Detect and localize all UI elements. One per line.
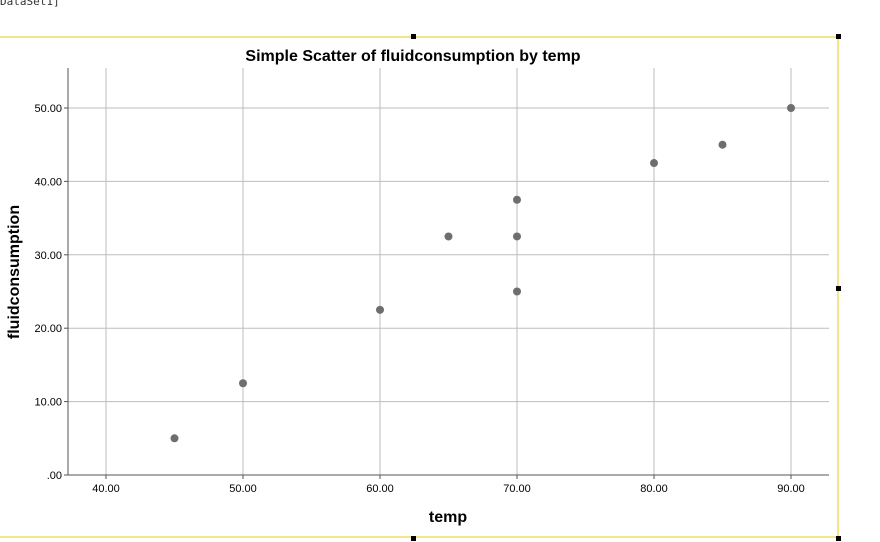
y-tick-label: 50.00 bbox=[34, 103, 62, 115]
resize-handle-right[interactable] bbox=[836, 286, 841, 291]
x-tick-label: 90.00 bbox=[777, 483, 805, 495]
x-tick-label: 50.00 bbox=[229, 483, 257, 495]
resize-handle-top[interactable] bbox=[411, 34, 416, 39]
y-tick-label: 20.00 bbox=[34, 323, 62, 335]
data-point-2 bbox=[239, 379, 247, 388]
tick-labels: 40.00 50.00 60.00 70.00 80.00 90.00 .00 10.00 20… bbox=[34, 103, 804, 495]
data-point-9 bbox=[718, 140, 727, 149]
data-point-7 bbox=[513, 287, 521, 296]
data-point-1 bbox=[170, 434, 179, 443]
y-tick-label: 10.00 bbox=[34, 397, 62, 409]
y-axis-title: fluidconsumption bbox=[6, 205, 23, 339]
grid-layer bbox=[68, 68, 829, 475]
data-point-6 bbox=[513, 232, 521, 241]
data-point-8 bbox=[650, 159, 658, 168]
axis-layer bbox=[67, 68, 829, 476]
x-axis-title: temp bbox=[429, 509, 467, 526]
resize-handle-bottom[interactable] bbox=[411, 536, 416, 541]
data-point-5 bbox=[513, 195, 521, 204]
x-tick-label: 70.00 bbox=[503, 483, 531, 495]
resize-handle-bottom-right[interactable] bbox=[836, 536, 841, 541]
y-tick-label: .00 bbox=[47, 470, 62, 482]
data-points bbox=[170, 104, 795, 443]
dataset-label: DataSet1] bbox=[0, 0, 60, 8]
x-tick-label: 60.00 bbox=[366, 483, 394, 495]
data-point-4 bbox=[444, 232, 453, 241]
x-tick-label: 40.00 bbox=[92, 483, 120, 495]
chart-title: Simple Scatter of fluidconsumption by te… bbox=[245, 48, 580, 65]
x-tick-label: 80.00 bbox=[640, 483, 668, 495]
data-point-3 bbox=[376, 305, 384, 314]
data-point-10 bbox=[787, 104, 795, 112]
resize-handle-top-right[interactable] bbox=[836, 34, 841, 39]
y-tick-label: 30.00 bbox=[34, 250, 62, 262]
y-tick-label: 40.00 bbox=[34, 176, 62, 188]
